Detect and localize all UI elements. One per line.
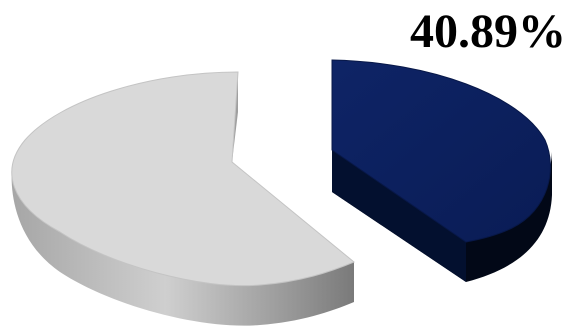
pie-slice-highlight (331, 59, 551, 243)
slice-data-label: 40.89% (410, 5, 565, 58)
pie-slice-other (11, 71, 355, 287)
pie-slice-highlight-cut (332, 150, 466, 282)
pie-slice-other-side (11, 168, 354, 326)
